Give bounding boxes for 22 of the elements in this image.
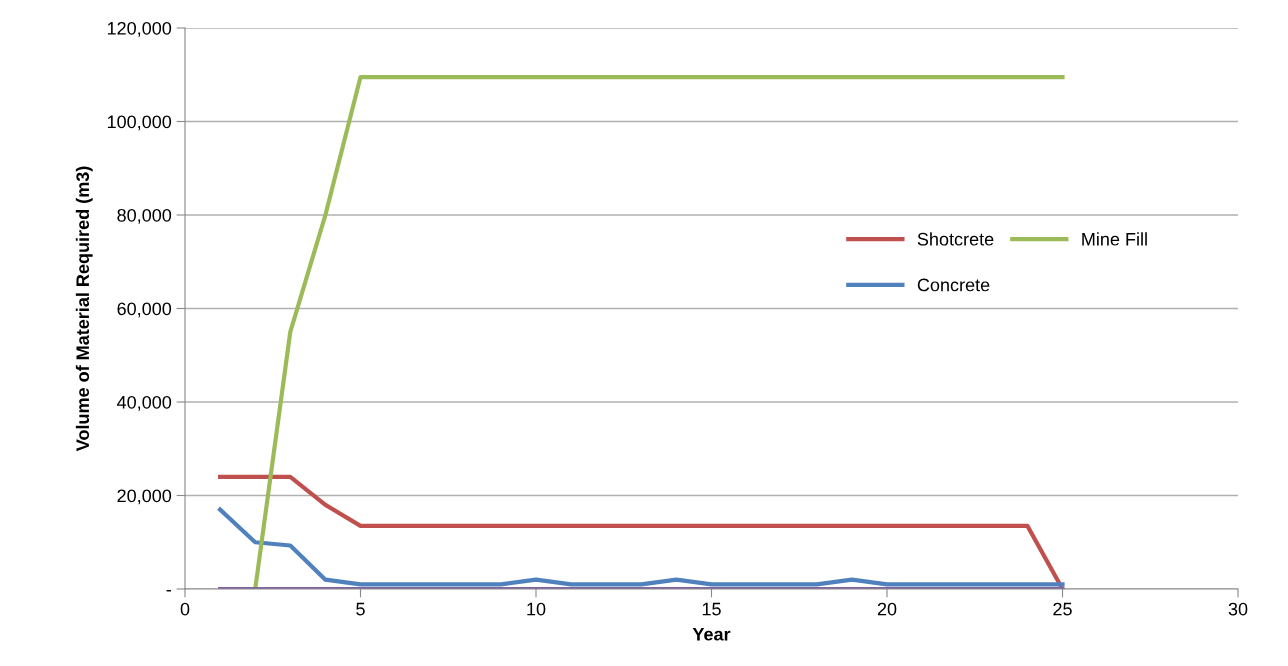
x-tick-label: 30 xyxy=(1228,602,1248,616)
y-tick-label: 60,000 xyxy=(117,302,172,318)
y-tick-label: 40,000 xyxy=(117,395,172,411)
x-tick-label: 15 xyxy=(702,602,721,616)
y-tick-label: 120,000 xyxy=(107,21,172,37)
legend-label: Shotcrete xyxy=(917,232,994,246)
line-series xyxy=(253,75,1065,589)
legend-label: Mine Fill xyxy=(1082,232,1147,246)
legend-label: Concrete xyxy=(917,278,990,292)
x-tick-label: 10 xyxy=(527,602,546,616)
y-tick-label: 80,000 xyxy=(117,208,172,224)
x-tick-label: 5 xyxy=(356,602,365,616)
y-axis-title: Volume of Material Required (m3) xyxy=(75,166,93,452)
line-series xyxy=(218,507,1065,587)
line-series xyxy=(218,474,1065,589)
x-tick-label: 20 xyxy=(877,602,897,616)
y-tick-label: - xyxy=(166,590,171,592)
x-axis-title: Year xyxy=(692,628,731,641)
y-tick-label: 20,000 xyxy=(117,489,172,505)
y-tick-label: 100,000 xyxy=(107,115,172,131)
x-tick-label: 0 xyxy=(180,602,190,616)
x-tick-label: 25 xyxy=(1053,602,1072,616)
